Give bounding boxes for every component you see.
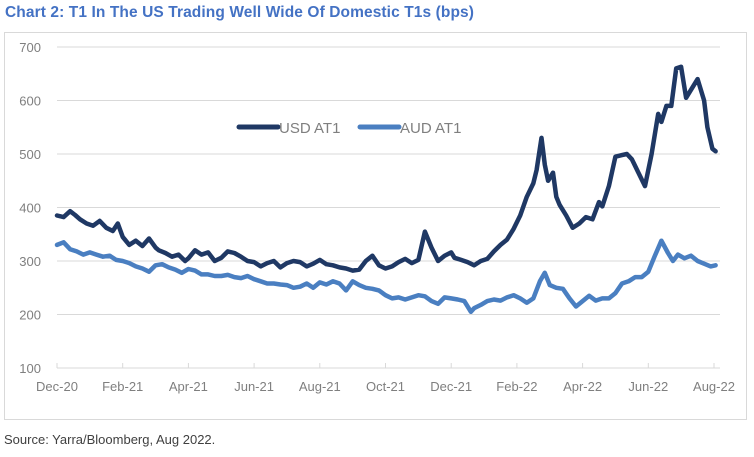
x-tick-label-Aug-22: Aug-22: [693, 379, 735, 394]
y-tick-label-300: 300: [19, 254, 41, 269]
y-tick-label-200: 200: [19, 308, 41, 323]
x-tick-label-Aug-21: Aug-21: [299, 379, 341, 394]
y-axis-ticks: 100 200 300 400 500 600 700: [19, 40, 41, 376]
gridlines: [57, 46, 720, 369]
series-line-aud-at1: [54, 238, 718, 315]
y-tick-label-700: 700: [19, 40, 41, 55]
series-line-usd-at1: [54, 64, 718, 273]
x-tick-label-Dec-20: Dec-20: [36, 379, 78, 394]
legend: USD AT1 AUD AT1: [236, 120, 461, 137]
legend-label-usd: USD AT1: [279, 120, 340, 137]
legend-label-aud: AUD AT1: [400, 120, 461, 137]
y-tick-label-100: 100: [19, 361, 41, 376]
x-tick-label-Feb-22: Feb-22: [496, 379, 537, 394]
y-tick-label-600: 600: [19, 94, 41, 109]
x-axis: Dec-20 Feb-21 Apr-21 Jun-21 Aug-21 Oct-21 Dec-…: [36, 363, 735, 394]
x-tick-label-Apr-21: Apr-21: [169, 379, 208, 394]
source-note: Source: Yarra/Bloomberg, Aug 2022.: [4, 432, 216, 447]
x-tick-label-Dec-21: Dec-21: [430, 379, 472, 394]
y-tick-label-400: 400: [19, 201, 41, 216]
series-lines: [54, 64, 718, 315]
y-tick-label-500: 500: [19, 147, 41, 162]
chart-title: Chart 2: T1 In The US Trading Well Wide …: [5, 4, 475, 21]
x-tick-label-Apr-22: Apr-22: [563, 379, 602, 394]
x-tick-label-Jun-22: Jun-22: [628, 379, 668, 394]
x-tick-label-Oct-21: Oct-21: [366, 379, 405, 394]
chart-frame: [4, 32, 747, 420]
x-tick-label-Jun-21: Jun-21: [234, 379, 274, 394]
x-tick-label-Feb-21: Feb-21: [102, 379, 143, 394]
